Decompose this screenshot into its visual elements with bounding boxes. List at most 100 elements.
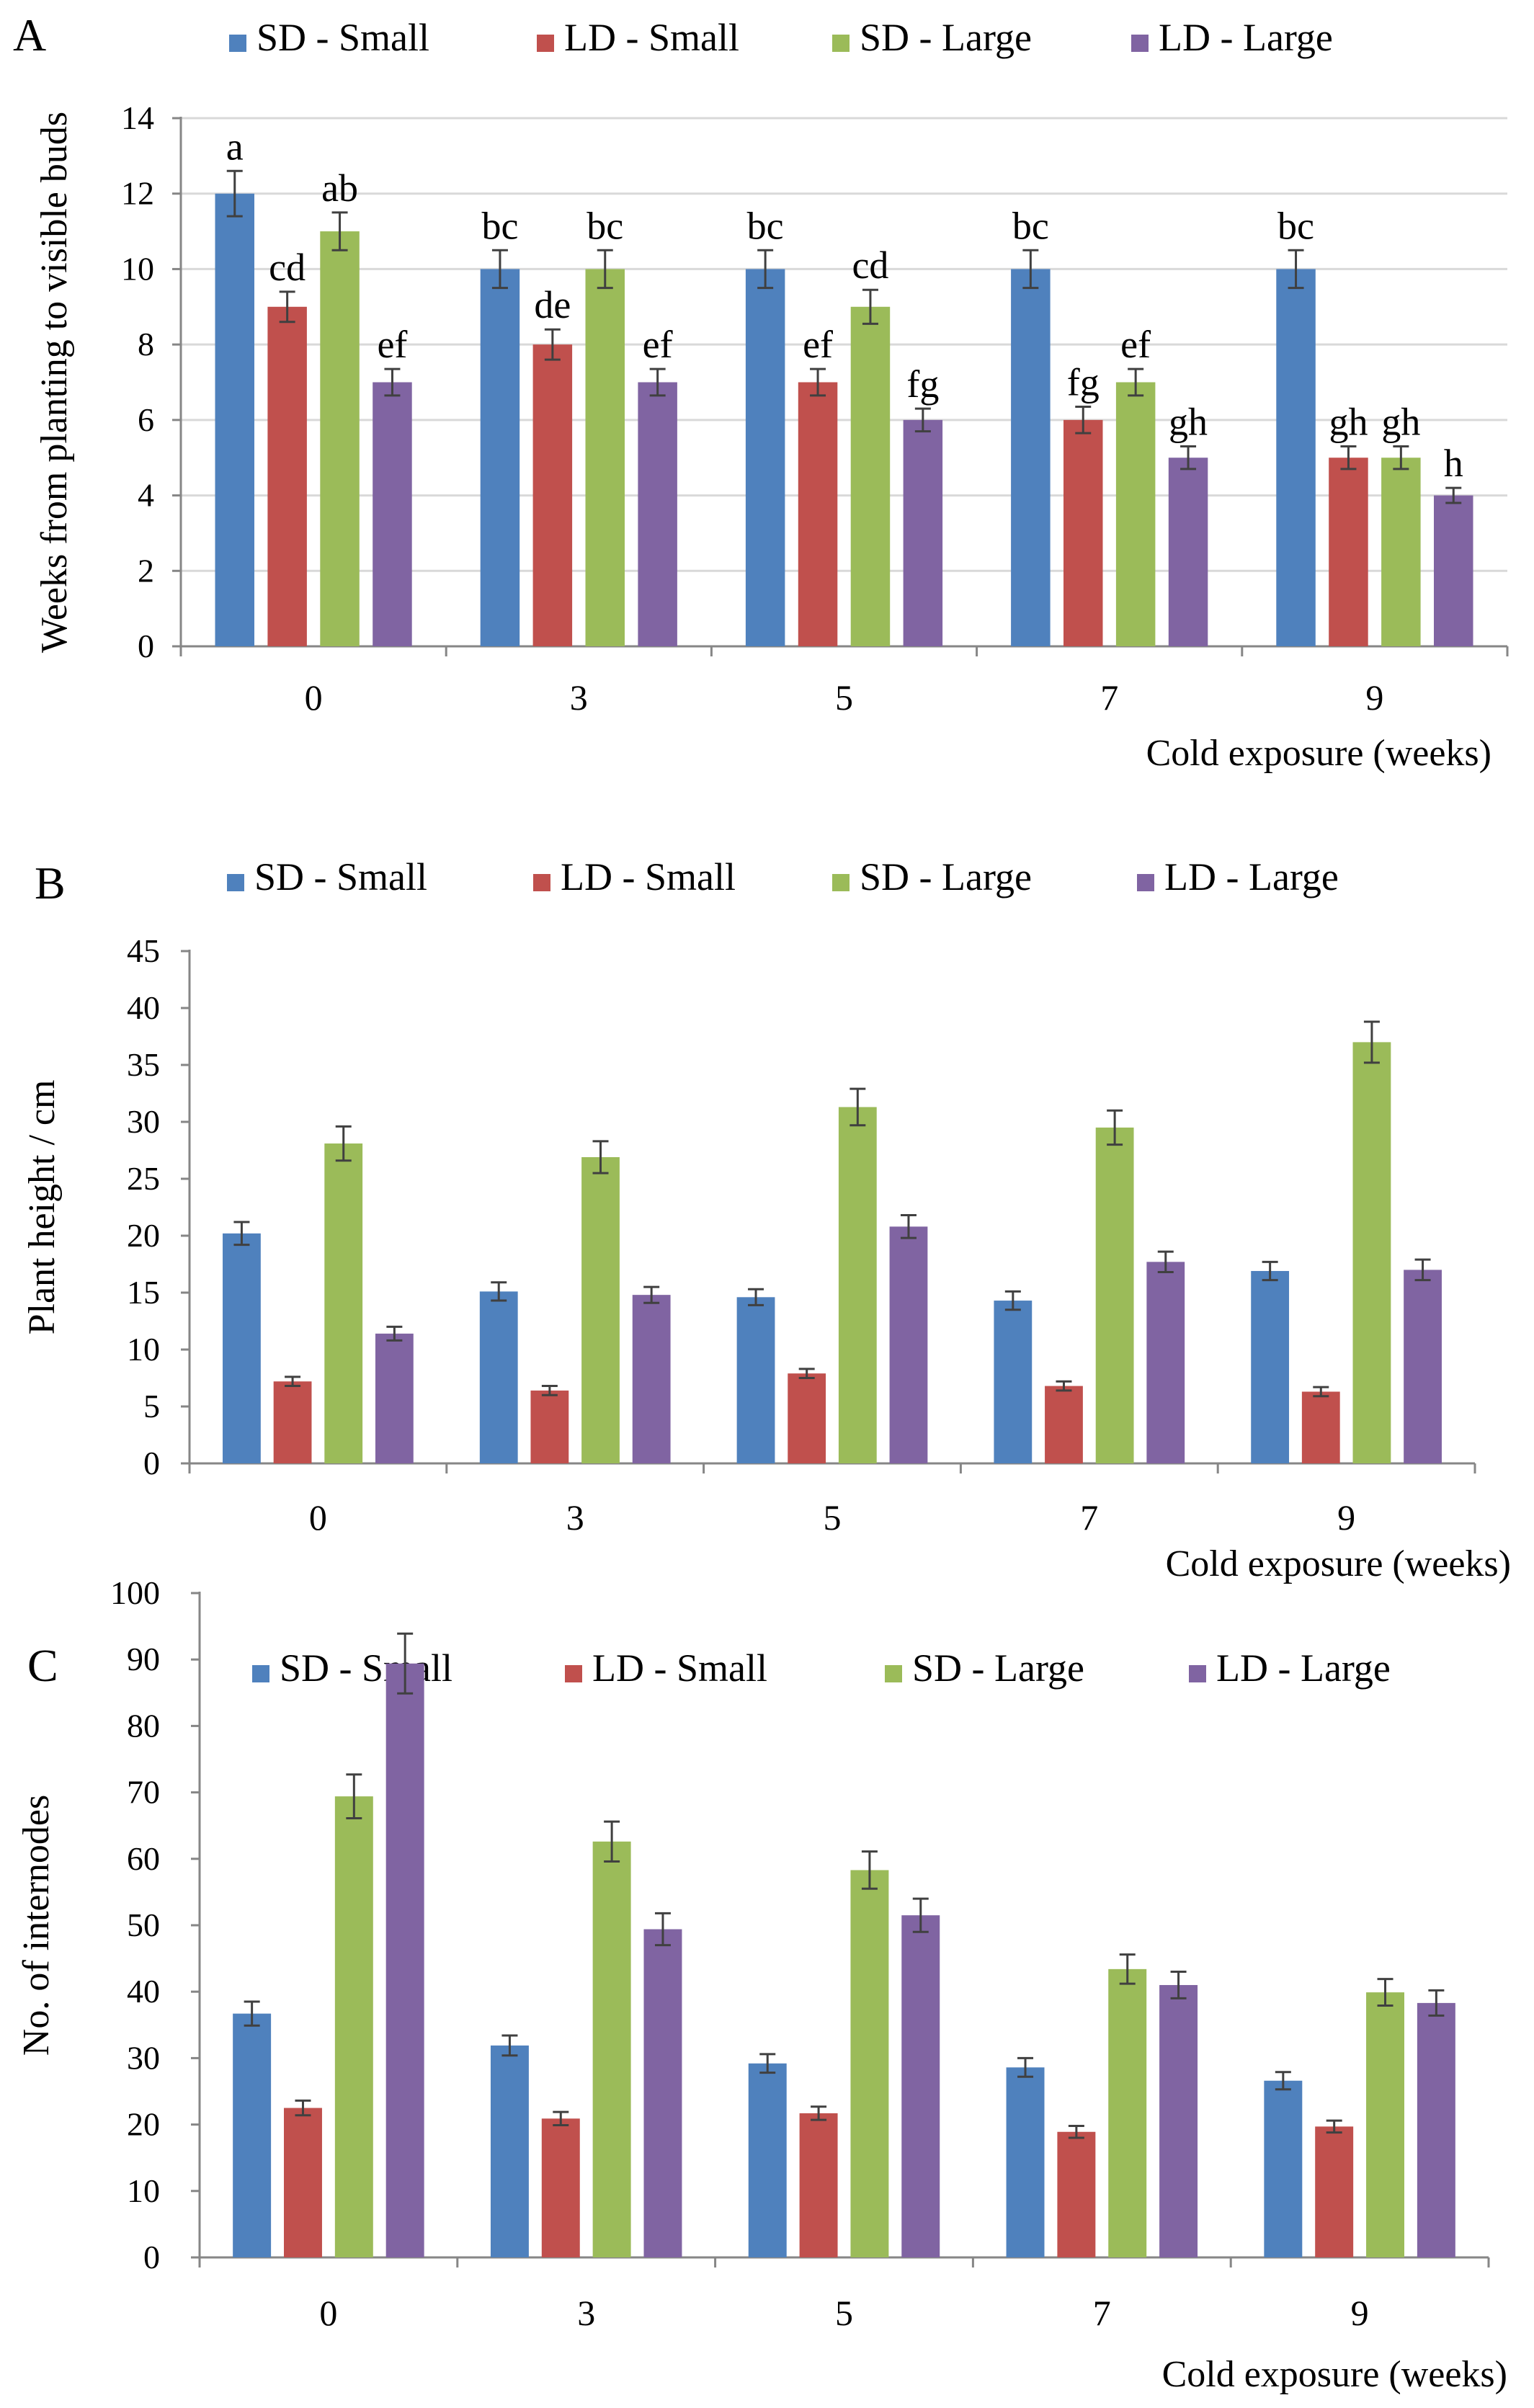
panel-b-x-tick-label: 9 xyxy=(1337,1497,1355,1538)
panel-b-legend-label-sd-small: SD - Small xyxy=(254,855,427,898)
panel-c-legend-swatch-ld-small xyxy=(565,1665,582,1682)
panel-b-series-sd-small xyxy=(223,1221,1290,1463)
panel-a-legend-label-sd-large: SD - Large xyxy=(860,16,1032,59)
panel-c-x-tick-label: 5 xyxy=(835,2293,853,2333)
panel-c-legend-swatch-sd-large xyxy=(885,1665,902,1682)
panel-a-significance-label: ab xyxy=(321,166,358,210)
panel-a-significance-label: gh xyxy=(1329,401,1368,444)
panel-c-bar xyxy=(643,1929,682,2257)
panel-a-significance-label: h xyxy=(1444,442,1463,485)
panel-a-legend-swatch-sd-large xyxy=(832,35,850,52)
panel-a-bar xyxy=(532,344,573,646)
panel-c-y-axis-title: No. of internodes xyxy=(16,1795,57,2056)
panel-c-bar xyxy=(385,1663,424,2257)
panel-a-legend: SD - Small LD - Small SD - Large LD - Large xyxy=(229,16,1333,59)
panel-a-bar xyxy=(1011,269,1051,646)
panel-b-y-tick-label: 20 xyxy=(127,1217,160,1254)
panel-c-bar xyxy=(541,2118,580,2257)
panel-a-legend-label-sd-small: SD - Small xyxy=(257,16,429,59)
panel-b-label: B xyxy=(35,857,66,909)
panel-a-y-tick-label: 8 xyxy=(138,326,154,362)
panel-c-label: C xyxy=(27,1640,58,1691)
panel-c-y-tick-label: 50 xyxy=(127,1907,160,1943)
panel-c-bar xyxy=(748,2063,787,2257)
panel-c-y-tick-label: 90 xyxy=(127,1641,160,1677)
panel-a-significance-label: bc xyxy=(587,204,623,247)
panel-b-bar xyxy=(736,1297,775,1463)
panel-c-y-tick-label: 80 xyxy=(127,1707,160,1744)
panel-c-y-tick-label: 10 xyxy=(127,2172,160,2209)
panel-c-bar xyxy=(1057,2131,1096,2257)
panel-b-legend: SD - Small LD - Small SD - Large LD - Large xyxy=(227,855,1339,898)
panel-c-bar xyxy=(1264,2080,1303,2257)
panel-b-bar xyxy=(1251,1270,1290,1463)
panel-b-bar xyxy=(994,1301,1033,1463)
panel-c-legend-swatch-ld-large xyxy=(1189,1665,1206,1682)
panel-b-bar xyxy=(273,1381,312,1463)
panel-a-legend-swatch-ld-small xyxy=(537,35,554,52)
panel-b-bar xyxy=(1095,1127,1134,1463)
panel-c-bar xyxy=(592,1841,631,2257)
panel-a-x-tick-label: 3 xyxy=(570,677,588,718)
panel-b-legend-label-ld-large: LD - Large xyxy=(1164,855,1339,898)
panel-c-bar xyxy=(284,2108,322,2257)
panel-b-bar xyxy=(632,1295,671,1463)
panel-c-series-sd-small xyxy=(233,2000,1303,2257)
panel-b-y-tick-label: 45 xyxy=(127,932,160,969)
panel-a-bar xyxy=(1276,269,1316,646)
panel-b-bar xyxy=(223,1233,261,1463)
panel-a-label: A xyxy=(13,9,46,61)
panel-a-bar xyxy=(1381,458,1421,646)
panel-c-bar xyxy=(490,2045,529,2257)
panel-a-y-axis-title: Weeks from planting to visible buds xyxy=(34,112,75,653)
panel-b-y-tick-label: 10 xyxy=(127,1331,160,1368)
panel-a-bar xyxy=(1168,458,1208,646)
panel-b-y-tick-label: 15 xyxy=(127,1274,160,1311)
panel-a-y-tick-label: 2 xyxy=(138,552,154,589)
panel-a-y-tick-label: 4 xyxy=(138,477,154,514)
panel-b-y-tick-label: 5 xyxy=(143,1388,160,1424)
panel-b-series-ld-large xyxy=(375,1214,1442,1463)
panel-b-bar xyxy=(889,1226,928,1463)
panel-b-x-tick-label: 0 xyxy=(309,1497,327,1538)
panel-c-bar xyxy=(334,1796,373,2257)
panel-c-legend-label-sd-small: SD - Small xyxy=(280,1646,452,1690)
panel-a-y-tick-label: 14 xyxy=(121,99,154,136)
panel-c-x-tick-label: 7 xyxy=(1093,2293,1111,2333)
panel-a-significance-label: gh xyxy=(1169,401,1208,444)
panel-c-x-tick-label: 0 xyxy=(319,2293,337,2333)
panel-c-y-tick-label: 30 xyxy=(127,2039,160,2076)
panel-a-bar xyxy=(798,382,838,646)
panel-c-y-tick-label: 70 xyxy=(127,1774,160,1811)
panel-a-bar xyxy=(1329,458,1368,646)
panel-b-series-sd-large xyxy=(324,1020,1391,1463)
panel-a-significance-label: cd xyxy=(852,244,888,287)
panel-a-x-tick-label: 9 xyxy=(1365,677,1383,718)
panel-a-x-tick-label: 0 xyxy=(305,677,323,718)
panel-b-bar xyxy=(375,1333,414,1463)
panel-a-legend-swatch-ld-large xyxy=(1131,35,1149,52)
panel-a-significance-label: bc xyxy=(1012,204,1049,247)
panel-a-x-tick-label: 7 xyxy=(1100,677,1118,718)
panel-b-y-tick-label: 0 xyxy=(143,1445,160,1481)
panel-b-y-tick-label: 30 xyxy=(127,1103,160,1140)
panel-c-bar xyxy=(850,1870,889,2257)
panel-b-x-tick-label: 5 xyxy=(824,1497,842,1538)
panel-a-bar xyxy=(320,231,360,647)
panel-a-bar xyxy=(480,269,520,646)
panel-b-legend-swatch-ld-large xyxy=(1137,874,1154,891)
panel-a-significance-label: a xyxy=(226,125,244,168)
panel-b-bar xyxy=(324,1143,363,1463)
panel-b-legend-swatch-sd-large xyxy=(832,874,850,891)
panel-a-y-tick-label: 0 xyxy=(138,628,154,664)
panel-a-significance-label: fg xyxy=(906,362,939,406)
panel-b-bar xyxy=(479,1291,518,1463)
panel-b-bar xyxy=(788,1373,826,1463)
panel-b-legend-label-sd-large: SD - Large xyxy=(860,855,1032,898)
panel-c-y-tick-label: 100 xyxy=(110,1574,160,1611)
panel-a-significance-label: bc xyxy=(747,204,784,247)
panel-b-x-tick-label: 7 xyxy=(1080,1497,1098,1538)
